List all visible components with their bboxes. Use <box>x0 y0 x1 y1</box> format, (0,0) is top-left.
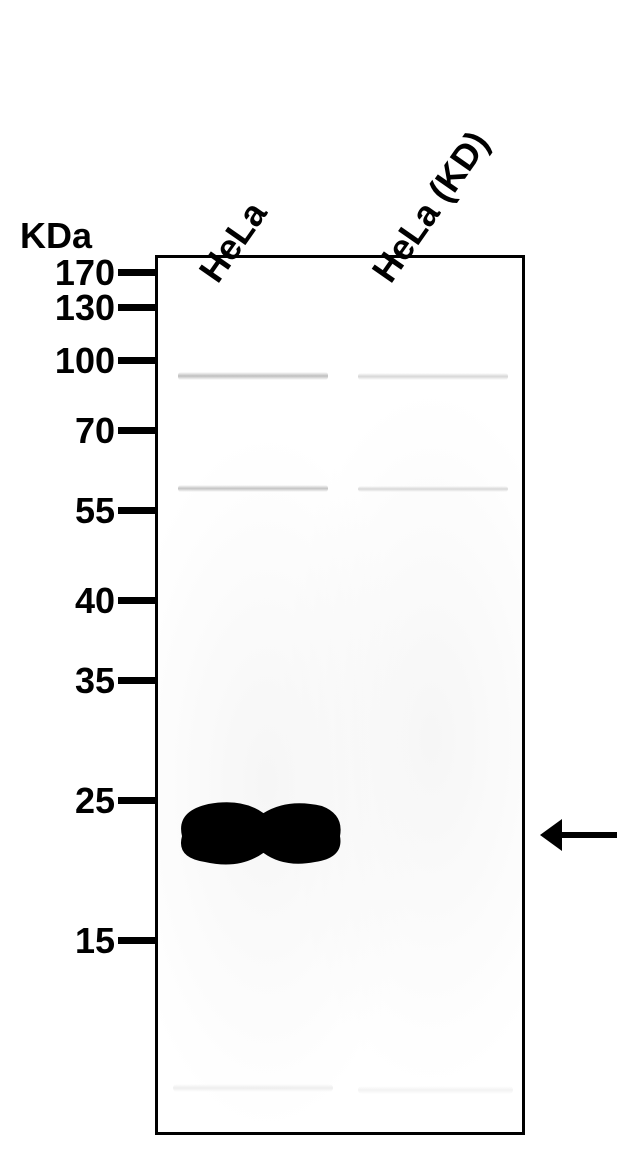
specific-band <box>155 782 366 884</box>
mw-label-130: 130 <box>15 287 115 329</box>
mw-label-40: 40 <box>15 580 115 622</box>
nonspecific-band-1 <box>178 372 328 380</box>
mw-label-70: 70 <box>15 410 115 452</box>
bottom-smudge-1 <box>173 1084 333 1092</box>
mw-label-100: 100 <box>15 340 115 382</box>
mw-tick-15 <box>118 937 156 944</box>
mw-label-25: 25 <box>15 780 115 822</box>
nonspecific-band-4 <box>358 486 508 492</box>
mw-label-35: 35 <box>15 660 115 702</box>
mw-tick-40 <box>118 597 156 604</box>
nonspecific-band-3 <box>178 485 328 492</box>
mw-tick-35 <box>118 677 156 684</box>
blot-texture <box>158 258 522 1132</box>
mw-label-55: 55 <box>15 490 115 532</box>
nonspecific-band-2 <box>358 373 508 380</box>
mw-tick-100 <box>118 357 156 364</box>
mw-tick-70 <box>118 427 156 434</box>
kda-unit-label: KDa <box>20 215 92 257</box>
mw-tick-170 <box>118 269 156 276</box>
target-arrow-head-icon <box>540 819 562 851</box>
mw-tick-130 <box>118 304 156 311</box>
mw-tick-55 <box>118 507 156 514</box>
blot-membrane <box>155 255 525 1135</box>
mw-tick-25 <box>118 797 156 804</box>
mw-label-15: 15 <box>15 920 115 962</box>
bottom-smudge-2 <box>358 1086 513 1094</box>
target-arrow-shaft <box>555 832 617 838</box>
